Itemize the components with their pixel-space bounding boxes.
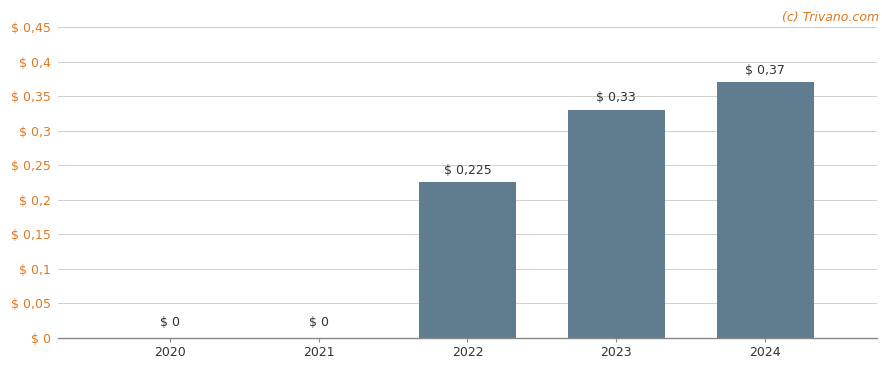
Bar [419, 182, 516, 337]
Text: $ 0,225: $ 0,225 [444, 164, 491, 177]
Text: $ 0,33: $ 0,33 [597, 91, 636, 104]
Text: (c) Trivano.com: (c) Trivano.com [782, 11, 879, 24]
Text: $ 0,37: $ 0,37 [745, 64, 785, 77]
Text: $ 0: $ 0 [309, 316, 329, 329]
Text: $ 0: $ 0 [160, 316, 179, 329]
Bar [568, 110, 665, 337]
Bar [717, 83, 813, 337]
